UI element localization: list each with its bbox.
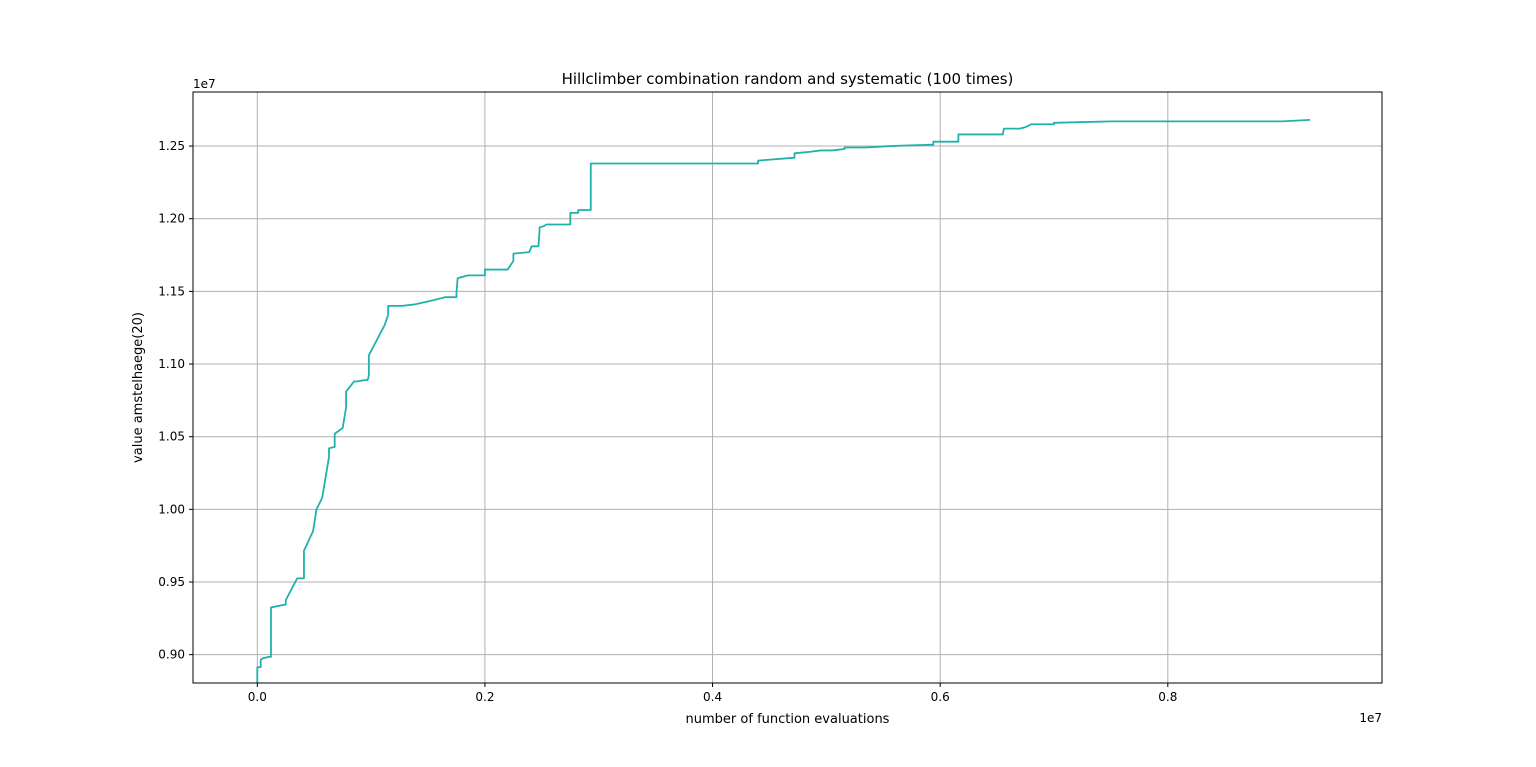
y-tick-label: 0.95: [158, 575, 185, 589]
y-tick-label: 1.00: [158, 502, 185, 516]
plot-area: [193, 92, 1382, 683]
y-tick-label: 0.90: [158, 648, 185, 662]
plot-frame: [192, 91, 1383, 684]
y-tick-label: 1.10: [158, 357, 185, 371]
y-axis-offset-label: 1e7: [193, 77, 216, 91]
x-tick-label: 0.4: [703, 690, 722, 704]
x-tick-label: 0.8: [1158, 690, 1177, 704]
y-tick-label: 1.20: [158, 212, 185, 226]
y-axis-ticks: 0.90 0.95 1.00 1.05 1.10 1.15 1.20 1.25: [158, 139, 193, 662]
series-line: [256, 119, 1311, 683]
y-tick-label: 1.25: [158, 139, 185, 153]
x-axis-label: number of function evaluations: [686, 712, 890, 727]
grid-lines: [193, 92, 1382, 683]
series-group: [256, 119, 1311, 683]
y-axis-label: value amstelhaege(20): [131, 312, 146, 463]
x-tick-label: 0.0: [248, 690, 267, 704]
x-tick-label: 0.2: [475, 690, 494, 704]
y-tick-label: 1.15: [158, 284, 185, 298]
y-tick-label: 1.05: [158, 430, 185, 444]
x-axis-offset-label: 1e7: [1359, 711, 1382, 725]
chart-title: Hillclimber combination random and syste…: [562, 70, 1014, 88]
x-tick-label: 0.6: [931, 690, 950, 704]
x-axis-ticks: 0.0 0.2 0.4 0.6 0.8: [248, 683, 1177, 704]
